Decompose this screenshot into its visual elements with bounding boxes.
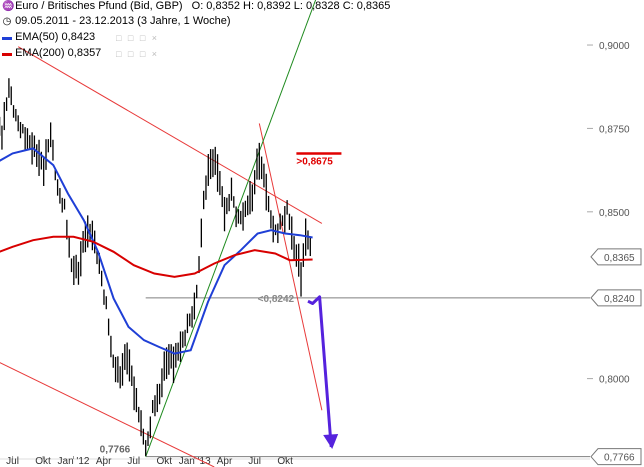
ema200-swatch-icon: ▬ — [2, 48, 12, 59]
ohlc-readout: O: 0,8352 H: 0,8392 L: 0,8328 C: 0,8365 — [191, 0, 391, 12]
resistance-line — [258, 123, 323, 411]
period-label: 09.05.2011 - 23.12.2013 (3 Jahre, 1 Woch… — [15, 15, 231, 27]
ema50-line — [0, 147, 313, 355]
x-tick-label: Okt — [277, 456, 293, 467]
level-0-8242-value-box — [590, 289, 642, 307]
period-row: ◷ 09.05.2011 - 23.12.2013 (3 Jahre, 1 Wo… — [2, 15, 231, 27]
last-price-box — [590, 248, 642, 266]
ema200-window-buttons[interactable]: □ □ □ × — [116, 49, 160, 59]
level-0-7766-value-text: 0,7766 — [604, 453, 635, 464]
x-tick-label: Okt — [35, 456, 51, 467]
x-tick-label: Jan '13 — [179, 456, 211, 467]
ema50-window-buttons[interactable]: □ □ □ × — [116, 33, 160, 43]
level-0-7766-value-box — [590, 448, 642, 466]
ema50-label: EMA(50) — [15, 31, 59, 43]
legend-ema200[interactable]: ▬ EMA(200) 0,8357 — [2, 47, 101, 59]
x-tick-label: Apr — [96, 456, 112, 467]
ema50-swatch-icon: ▬ — [2, 32, 12, 43]
clock-icon: ◷ — [2, 16, 12, 27]
forecast-arrow-line — [307, 295, 333, 448]
x-tick-label: Jul — [248, 456, 261, 467]
ema200-label: EMA(200) — [15, 47, 65, 59]
x-tick-label: Okt — [156, 456, 172, 467]
chart-type-icon: ♒ — [2, 1, 15, 12]
x-tick-label: Jul — [6, 456, 19, 467]
legend-ema50[interactable]: ▬ EMA(50) 0,8423 — [2, 31, 95, 43]
y-tick-label: 0,8750 — [599, 124, 630, 135]
support-trend-line — [145, 0, 317, 457]
y-tick-label: 0,8500 — [599, 208, 630, 219]
lower-channel-line — [0, 362, 215, 467]
level-0-8675-label: >0,8675 — [296, 156, 333, 167]
last-price-text: 0,8365 — [604, 253, 635, 264]
ema200-value: 0,8357 — [67, 47, 102, 59]
x-tick-label: Jan '12 — [58, 456, 90, 467]
level-0-8242-label: <0,8242 — [258, 294, 295, 305]
level-0-7766-label: 0,7766 — [100, 445, 131, 456]
y-tick-label: 0,9000 — [599, 41, 630, 52]
x-tick-label: Jul — [127, 456, 140, 467]
chart-title-row: ♒ Euro / Britisches Pfund (Bid, GBP) O: … — [2, 0, 390, 12]
x-tick-label: Apr — [217, 456, 233, 467]
ema200-line — [0, 235, 313, 278]
level-0-8242-value-text: 0,8240 — [604, 294, 635, 305]
upper-channel-line — [17, 46, 323, 224]
forecast-arrowhead — [323, 433, 339, 449]
ema50-value: 0,8423 — [61, 31, 96, 43]
chart-title: Euro / Britisches Pfund (Bid, GBP) — [15, 0, 183, 12]
y-tick-label: 0,8000 — [599, 375, 630, 386]
